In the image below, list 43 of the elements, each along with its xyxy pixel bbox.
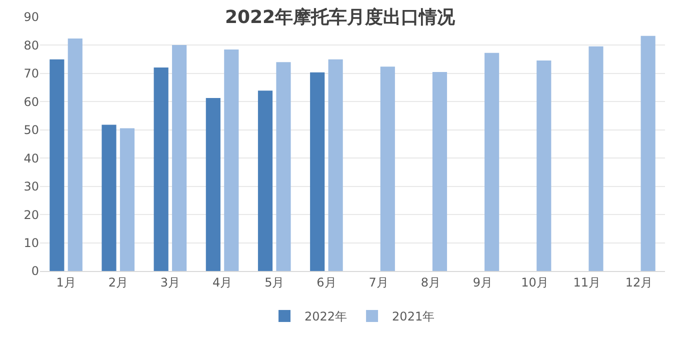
bar (120, 128, 135, 271)
bar (224, 49, 239, 271)
bar (310, 72, 325, 271)
x-tick-label: 7月 (368, 275, 388, 290)
legend-label: 2021年 (392, 310, 435, 324)
y-tick-label: 50 (24, 123, 39, 138)
x-tick-label: 5月 (264, 275, 284, 290)
legend-label: 2022年 (304, 310, 348, 324)
y-tick-label: 30 (24, 180, 39, 194)
y-tick-label: 40 (24, 151, 39, 166)
bar (380, 66, 395, 271)
bar (258, 90, 273, 271)
chart-title: 2022年摩托车月度出口情况 (224, 6, 456, 28)
bar (154, 68, 168, 271)
x-tick-label: 4月 (212, 275, 232, 290)
bar (276, 62, 291, 271)
y-tick-label: 80 (24, 38, 39, 52)
y-tick-label: 20 (24, 208, 39, 222)
x-tick-label: 10月 (521, 275, 548, 290)
bar (640, 36, 656, 271)
x-tick-label: 2月 (108, 275, 128, 290)
y-tick-label: 70 (24, 66, 39, 81)
y-tick-label: 90 (24, 10, 39, 24)
y-tick-label: 60 (24, 94, 39, 109)
bar (50, 59, 64, 271)
y-tick-label: 0 (31, 264, 39, 278)
x-tick-label: 1月 (56, 275, 76, 290)
x-tick-label: 3月 (160, 275, 180, 290)
x-tick-label: 9月 (472, 275, 493, 290)
x-tick-label: 6月 (316, 275, 336, 290)
bar (172, 44, 187, 271)
x-tick-label: 11月 (573, 275, 601, 290)
bar (102, 124, 116, 271)
bar (206, 98, 220, 271)
bar (68, 38, 82, 271)
x-tick-label: 8月 (420, 275, 440, 290)
x-tick-label: 12月 (625, 275, 653, 290)
bar (588, 46, 604, 271)
bar (536, 60, 552, 271)
bar (432, 72, 448, 271)
y-tick-label: 10 (24, 236, 39, 250)
bar (328, 59, 343, 271)
bar (484, 52, 500, 271)
